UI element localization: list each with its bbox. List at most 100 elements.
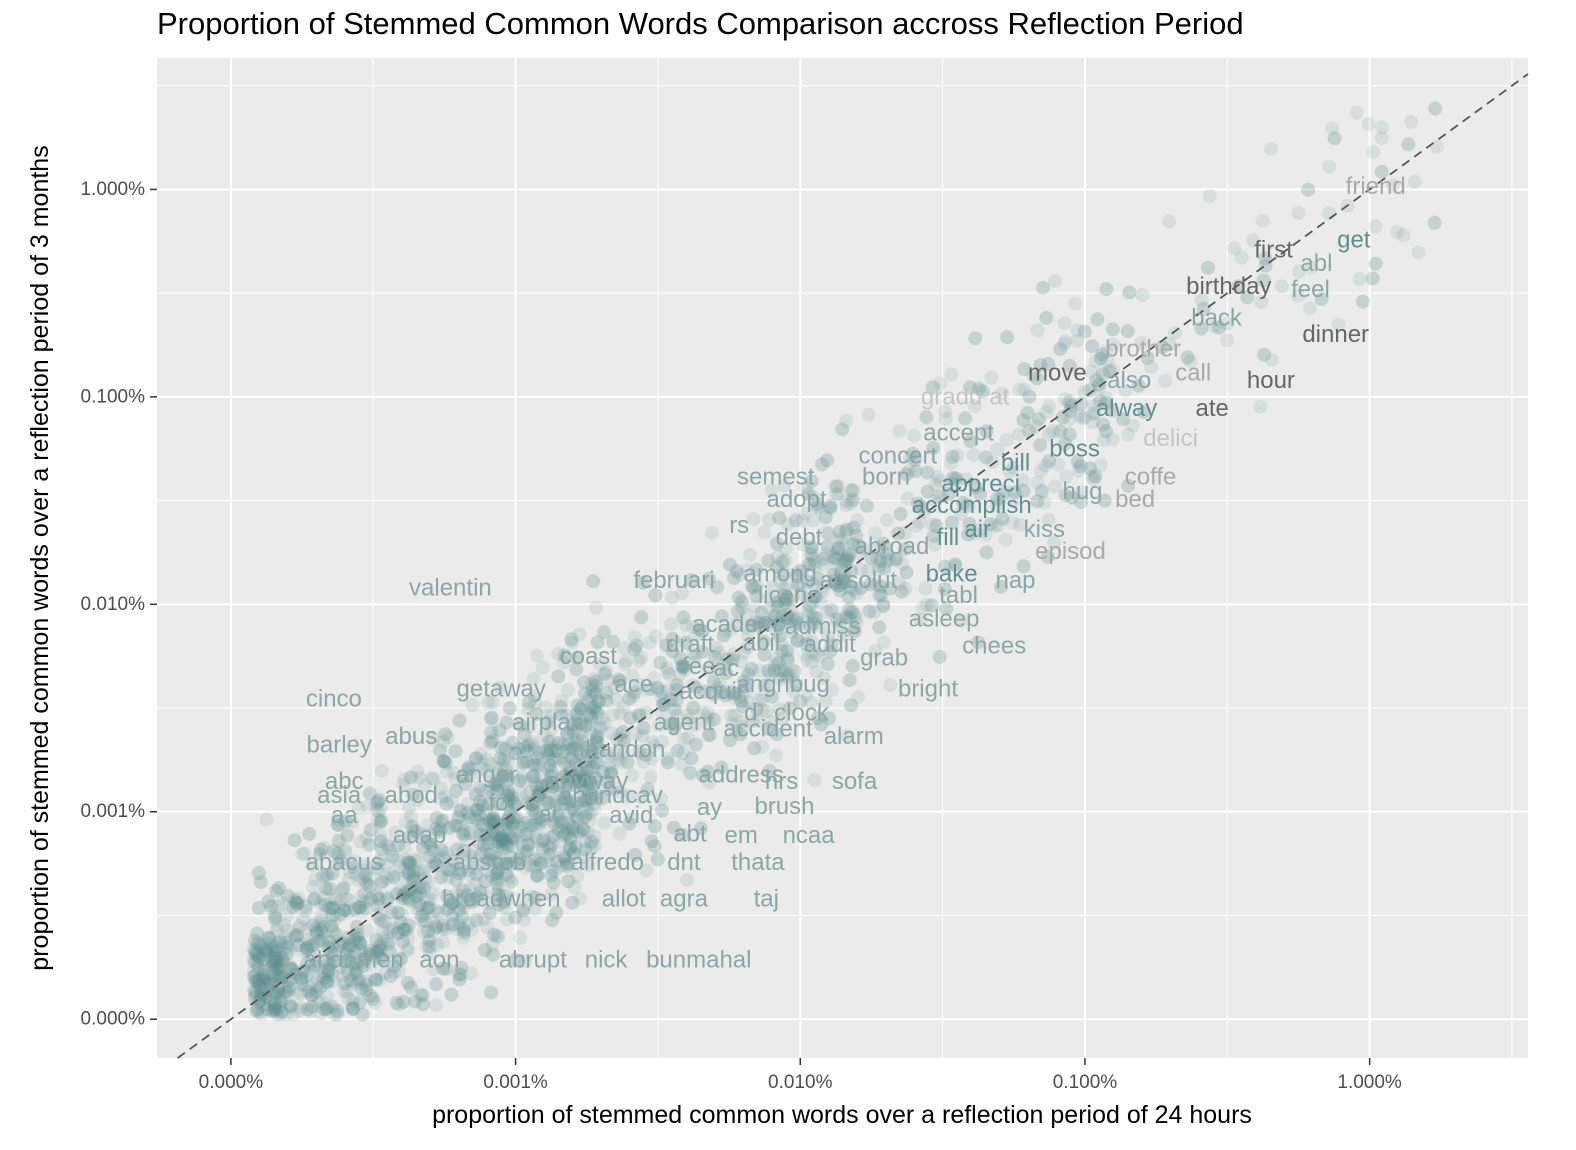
data-point <box>1061 396 1076 410</box>
data-point <box>269 969 284 984</box>
data-point <box>555 825 570 840</box>
data-point <box>592 720 607 735</box>
data-point <box>444 987 459 1002</box>
data-point <box>388 825 403 840</box>
data-point <box>847 583 862 598</box>
data-point <box>347 933 362 948</box>
data-point <box>248 933 263 948</box>
data-point <box>990 442 1005 457</box>
data-point <box>750 579 765 593</box>
data-point <box>544 868 559 883</box>
data-point <box>295 847 310 862</box>
data-point <box>422 947 437 962</box>
data-point <box>734 714 749 729</box>
data-point <box>338 845 353 860</box>
data-point <box>359 974 374 989</box>
data-point <box>351 932 366 947</box>
data-point <box>1301 182 1316 197</box>
data-point <box>440 862 455 877</box>
data-point <box>527 794 542 809</box>
data-point <box>883 678 898 692</box>
data-point <box>650 852 665 867</box>
data-point <box>1022 389 1037 404</box>
data-point <box>506 791 521 806</box>
word-label: ace <box>614 671 653 698</box>
data-point <box>545 913 560 928</box>
data-point <box>544 734 559 749</box>
data-point <box>1106 337 1121 352</box>
word-label: cinco <box>306 685 362 712</box>
word-label: alfredo <box>571 849 644 876</box>
data-point <box>453 819 467 834</box>
data-point <box>481 895 496 910</box>
word-label: chees <box>962 632 1026 659</box>
data-point <box>318 1002 333 1017</box>
data-point <box>552 806 566 821</box>
data-point <box>508 853 523 868</box>
data-point <box>314 914 329 928</box>
data-point <box>1062 412 1077 427</box>
data-point <box>259 949 274 964</box>
data-point <box>394 907 409 922</box>
data-point <box>685 646 700 661</box>
data-point <box>626 689 641 704</box>
data-point <box>255 953 270 968</box>
data-point <box>979 545 994 560</box>
data-point <box>1254 295 1269 310</box>
plot-panel <box>157 58 1528 1058</box>
grid-lines <box>157 58 1528 1058</box>
data-point <box>771 656 786 671</box>
data-point <box>401 941 416 956</box>
data-point <box>832 524 847 539</box>
data-point <box>274 1004 289 1019</box>
data-point <box>1428 101 1443 116</box>
data-point <box>770 549 785 564</box>
data-point <box>739 685 753 700</box>
data-point <box>389 995 404 1010</box>
data-point <box>1401 137 1416 152</box>
data-point <box>647 839 662 854</box>
data-point <box>1355 294 1370 309</box>
data-point <box>872 620 887 635</box>
data-point <box>324 901 339 916</box>
data-point <box>323 942 338 957</box>
data-point <box>473 816 488 831</box>
data-point <box>807 773 822 788</box>
data-point <box>399 923 414 937</box>
data-point <box>330 1003 345 1018</box>
data-point <box>255 997 270 1012</box>
data-point <box>519 788 534 803</box>
data-point <box>1016 413 1031 428</box>
data-point <box>1037 495 1052 510</box>
data-point <box>292 920 307 935</box>
data-point <box>580 770 595 785</box>
data-point <box>345 1002 360 1016</box>
data-point <box>584 834 599 849</box>
data-point <box>246 964 261 979</box>
data-point <box>371 804 386 819</box>
data-point <box>426 923 440 938</box>
data-point <box>439 846 454 860</box>
data-point <box>589 791 604 805</box>
data-point <box>821 629 836 644</box>
data-point <box>383 843 398 857</box>
data-point <box>687 718 702 733</box>
data-point <box>679 873 694 887</box>
data-point <box>879 513 894 527</box>
data-point <box>482 812 496 827</box>
data-point <box>761 600 776 615</box>
data-point <box>945 449 960 464</box>
data-point <box>478 854 493 868</box>
data-point <box>1074 485 1089 500</box>
data-point <box>862 604 877 619</box>
data-point <box>718 624 733 639</box>
data-point <box>464 769 478 783</box>
data-point <box>827 479 842 494</box>
word-label: fill <box>937 524 960 551</box>
data-point <box>313 910 328 924</box>
data-point <box>1007 492 1022 507</box>
data-point <box>492 829 507 844</box>
data-point <box>330 856 345 871</box>
data-point <box>599 664 614 679</box>
data-point <box>1017 382 1032 397</box>
